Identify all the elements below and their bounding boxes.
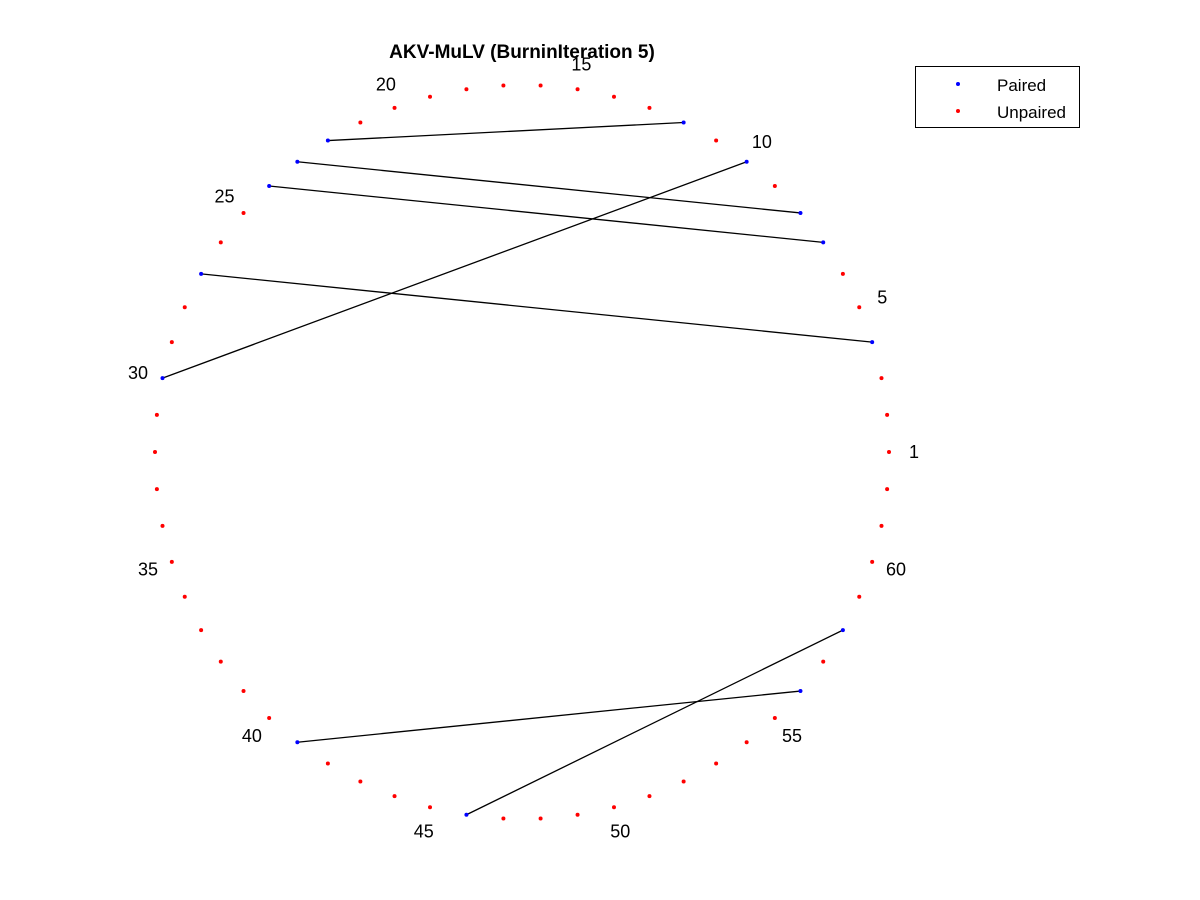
paired-dot-46	[464, 812, 469, 817]
unpaired-dot-44	[392, 794, 397, 799]
paired-dot-58	[840, 628, 845, 633]
legend-unpaired-marker	[956, 109, 960, 113]
unpaired-dot-48	[538, 816, 543, 821]
position-label-15: 15	[571, 55, 591, 75]
unpaired-dot-50	[611, 805, 616, 810]
unpaired-dot-45	[428, 805, 433, 810]
position-label-50: 50	[610, 821, 630, 841]
unpaired-dot-20	[392, 105, 397, 110]
unpaired-dot-13	[647, 105, 652, 110]
position-label-45: 45	[414, 821, 434, 841]
position-label-10: 10	[752, 132, 772, 152]
unpaired-dot-52	[681, 779, 686, 784]
pair-lines	[162, 121, 873, 816]
position-label-60: 60	[886, 559, 906, 579]
unpaired-dot-3	[879, 376, 884, 381]
position-label-25: 25	[215, 187, 235, 207]
paired-dot-27	[199, 271, 204, 276]
paired-dot-30	[160, 376, 165, 381]
unpaired-dot-25	[241, 210, 246, 215]
position-label-20: 20	[376, 74, 396, 94]
unpaired-dot-32	[153, 450, 157, 454]
paired-dot-12	[681, 120, 686, 125]
legend-box	[915, 66, 1080, 128]
unpaired-dot-42	[325, 761, 330, 766]
position-label-55: 55	[782, 726, 802, 746]
unpaired-dot-31	[154, 412, 159, 417]
unpaired-dot-36	[182, 594, 187, 599]
unpaired-dot-49	[575, 812, 580, 817]
position-dots	[153, 83, 891, 821]
unpaired-dot-11	[714, 138, 719, 143]
unpaired-dot-15	[575, 87, 580, 92]
paired-dot-23	[295, 159, 300, 164]
unpaired-dot-59	[857, 594, 862, 599]
paired-dot-24	[267, 184, 272, 189]
unpaired-dot-40	[267, 715, 272, 720]
unpaired-dot-6	[840, 271, 845, 276]
position-label-30: 30	[128, 363, 148, 383]
paired-dot-7	[821, 240, 826, 245]
unpaired-dot-53	[714, 761, 719, 766]
pair-line-4-27	[201, 273, 873, 343]
unpaired-dot-62	[885, 487, 890, 492]
unpaired-dot-51	[647, 794, 652, 799]
position-label-1: 1	[909, 442, 919, 462]
unpaired-dot-55	[772, 715, 777, 720]
legend-unpaired-label: Unpaired	[997, 103, 1066, 122]
paired-dot-56	[798, 689, 803, 694]
unpaired-dot-19	[428, 94, 433, 99]
legend-paired-marker	[956, 82, 960, 86]
plot-title: AKV-MuLV (BurninIteration 5)	[389, 42, 655, 63]
unpaired-dot-14	[611, 94, 616, 99]
pair-line-7-24	[269, 185, 824, 243]
position-label-35: 35	[138, 559, 158, 579]
paired-dot-41	[295, 740, 300, 745]
pair-line-10-30	[162, 161, 747, 379]
unpaired-dot-28	[182, 305, 187, 310]
unpaired-dot-16	[538, 83, 543, 88]
pair-line-12-22	[327, 121, 684, 142]
paired-dot-4	[870, 340, 875, 345]
unpaired-dot-9	[772, 184, 777, 189]
unpaired-dot-60	[870, 559, 875, 564]
unpaired-dot-18	[464, 87, 469, 92]
position-label-40: 40	[242, 726, 262, 746]
unpaired-dot-37	[199, 628, 204, 633]
paired-dot-8	[798, 210, 803, 215]
pair-line-41-56	[297, 690, 801, 743]
unpaired-dot-38	[218, 659, 223, 664]
unpaired-dot-54	[744, 740, 749, 745]
unpaired-dot-33	[154, 487, 159, 492]
unpaired-dot-39	[241, 689, 246, 694]
unpaired-dot-5	[857, 305, 862, 310]
unpaired-dot-1	[887, 450, 891, 454]
unpaired-dot-57	[821, 659, 826, 664]
unpaired-dot-26	[218, 240, 223, 245]
unpaired-dot-61	[879, 523, 884, 528]
unpaired-dot-43	[358, 779, 363, 784]
unpaired-dot-17	[501, 83, 506, 88]
legend-paired-label: Paired	[997, 76, 1046, 95]
pair-line-46-58	[466, 629, 844, 816]
unpaired-dot-47	[501, 816, 506, 821]
unpaired-dot-2	[885, 412, 890, 417]
unpaired-dot-21	[358, 120, 363, 125]
legend: Paired Unpaired	[915, 66, 1080, 128]
paired-dot-10	[744, 159, 749, 164]
paired-dot-22	[325, 138, 330, 143]
pair-line-8-23	[297, 161, 801, 214]
unpaired-dot-29	[169, 340, 174, 345]
unpaired-dot-34	[160, 523, 165, 528]
position-label-5: 5	[877, 287, 887, 307]
unpaired-dot-35	[169, 559, 174, 564]
